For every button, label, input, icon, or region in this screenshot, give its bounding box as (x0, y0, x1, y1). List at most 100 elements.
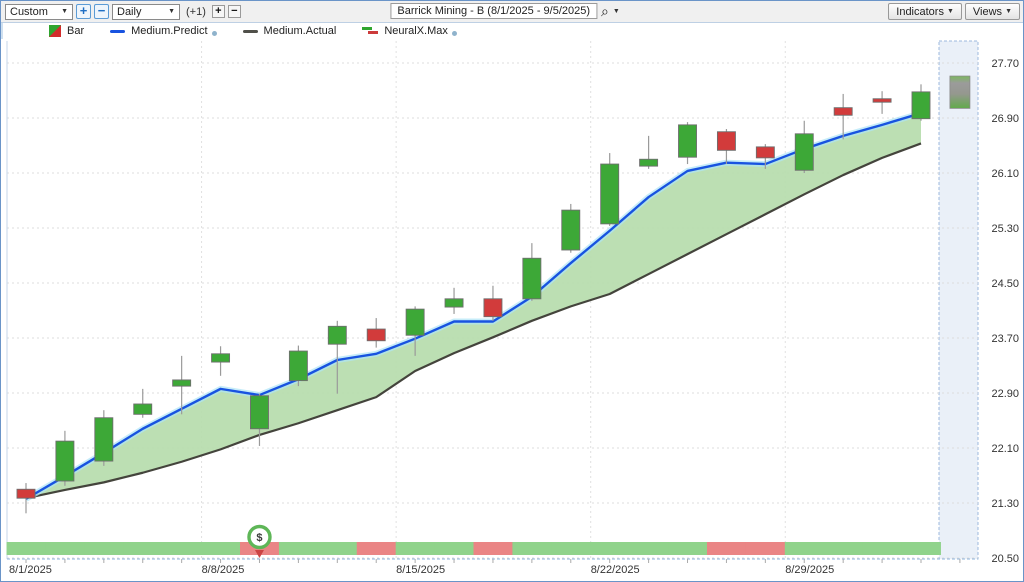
legend-actual-label: Medium.Actual (263, 25, 337, 37)
neuralx-segment (706, 542, 747, 555)
chart-legend: Bar Medium.Predict Medium.Actual NeuralX… (1, 23, 1023, 39)
offset-label: (+1) (186, 5, 206, 18)
candle-8/5/2025[interactable] (94, 410, 114, 466)
candle-8/20/2025[interactable] (522, 243, 542, 301)
candle-8/28/2025[interactable] (755, 144, 775, 169)
neuralx-segment (901, 542, 941, 555)
x-axis-label: 8/8/2025 (202, 564, 245, 576)
candle-8/7/2025[interactable] (172, 355, 192, 415)
medium-predict-line (25, 112, 922, 500)
timeframe-value: Daily (117, 5, 142, 18)
candle-9/3/2025[interactable] (872, 91, 892, 114)
neuralx-segment (45, 542, 85, 555)
candle-8/8/2025[interactable] (211, 346, 231, 376)
legend-item-medium-actual[interactable]: Medium.Actual (242, 25, 337, 37)
timeframe-select[interactable]: Daily ▼ (112, 3, 180, 20)
neuralx-segment (551, 542, 591, 555)
search-icon[interactable]: ⌕ (601, 3, 609, 19)
candle-8/12/2025[interactable] (288, 345, 308, 387)
candle-8/29/2025[interactable] (794, 120, 814, 173)
candle-8/21/2025[interactable] (561, 203, 581, 253)
predict-actual-area (26, 113, 921, 499)
symbol-group: Barrick Mining - B (8/1/2025 - 9/5/2025)… (390, 3, 620, 19)
legend-predict-label: Medium.Predict (131, 25, 208, 37)
y-axis-label: 26.90 (991, 113, 1019, 125)
zoom-in-button[interactable]: + (76, 4, 91, 19)
bar-minus-button[interactable]: − (227, 5, 241, 18)
candle-8/19/2025[interactable] (483, 285, 503, 321)
neuralx-segment (590, 542, 630, 555)
toolbar: Custom ▼ + − Daily ▼ (+1) + − Barrick Mi… (1, 1, 1023, 23)
chevron-down-icon: ▼ (168, 8, 175, 15)
chart-type-select[interactable]: Custom ▼ (5, 3, 73, 20)
neuralx-segment (84, 542, 124, 555)
legend-item-neuralx-max[interactable]: NeuralX.Max (362, 25, 457, 37)
candle-8/22/2025[interactable] (600, 153, 620, 226)
neuralx-segment (745, 542, 786, 555)
forecast-column-highlight (939, 41, 978, 559)
options-dot-icon[interactable] (211, 31, 217, 36)
chevron-down-icon: ▼ (946, 8, 954, 15)
y-axis-label: 25.30 (991, 223, 1019, 235)
y-axis-label: 20.50 (991, 553, 1019, 565)
candle-8/25/2025[interactable] (639, 135, 659, 169)
indicators-button[interactable]: Indicators ▼ (888, 3, 962, 20)
x-axis-label: 8/29/2025 (785, 564, 834, 576)
candle-8/27/2025[interactable] (716, 129, 736, 165)
candle-8/14/2025[interactable] (366, 318, 386, 348)
bar-plus-button[interactable]: + (211, 5, 225, 18)
views-button[interactable]: Views ▼ (964, 3, 1020, 20)
chevron-down-icon: ▼ (61, 8, 68, 15)
neuralx-segment (201, 542, 241, 555)
neuralx-segment (6, 542, 46, 555)
legend-item-bar[interactable]: Bar (49, 25, 84, 37)
neuralx-segment (473, 542, 513, 555)
svg-text:$: $ (256, 532, 262, 544)
neuralx-segment (862, 542, 903, 555)
neuralx-segment (395, 542, 436, 555)
candle-8/13/2025[interactable] (327, 320, 347, 394)
options-dot-icon[interactable] (451, 31, 457, 36)
y-axis-label: 24.50 (991, 278, 1019, 290)
bar-swatch-icon (49, 25, 61, 37)
legend-item-medium-predict[interactable]: Medium.Predict (110, 25, 217, 37)
candle-9/2/2025[interactable] (833, 93, 853, 140)
candle-8/26/2025[interactable] (678, 122, 697, 165)
candle-9/4/2025[interactable] (911, 84, 931, 121)
y-axis-label: 23.70 (991, 333, 1019, 345)
candle-8/6/2025[interactable] (133, 388, 153, 418)
neuralx-swatch-icon (362, 26, 379, 37)
candle-8/11/2025[interactable] (250, 393, 269, 446)
prediction-bar[interactable] (949, 75, 971, 109)
neuralx-segment (668, 542, 708, 555)
neuralx-segment (629, 542, 669, 555)
y-axis-label: 21.30 (991, 498, 1019, 510)
zoom-out-button[interactable]: − (94, 4, 109, 19)
y-axis-label: 22.90 (991, 388, 1019, 400)
neuralx-segment (823, 542, 864, 555)
candle-8/15/2025[interactable] (405, 306, 425, 356)
candle-8/1/2025[interactable] (16, 483, 36, 514)
dollar-marker[interactable]: $ (247, 524, 272, 559)
neuralx-segment (434, 542, 474, 555)
chart-type-value: Custom (10, 5, 48, 18)
medium-actual-line (25, 142, 922, 500)
neuralx-segment (356, 542, 397, 555)
x-axis-label: 8/1/2025 (9, 564, 52, 576)
legend-neuralx-label: NeuralX.Max (384, 25, 448, 37)
y-axis-label: 22.10 (991, 443, 1019, 455)
symbol-title-box[interactable]: Barrick Mining - B (8/1/2025 - 9/5/2025) (390, 3, 598, 19)
neuralx-segment (123, 542, 163, 555)
y-axis-label: 27.70 (991, 58, 1019, 70)
actual-line-icon (242, 29, 258, 33)
x-axis-label: 8/22/2025 (591, 564, 640, 576)
neuralx-segment (512, 542, 552, 555)
toolbar-right: Indicators ▼ Views ▼ (888, 3, 1020, 20)
candle-8/18/2025[interactable] (444, 287, 464, 314)
x-axis-label: 8/15/2025 (396, 564, 445, 576)
search-caret-icon[interactable]: ▼ (612, 7, 620, 15)
neuralx-segment (784, 542, 825, 555)
candle-8/4/2025[interactable] (55, 430, 75, 486)
